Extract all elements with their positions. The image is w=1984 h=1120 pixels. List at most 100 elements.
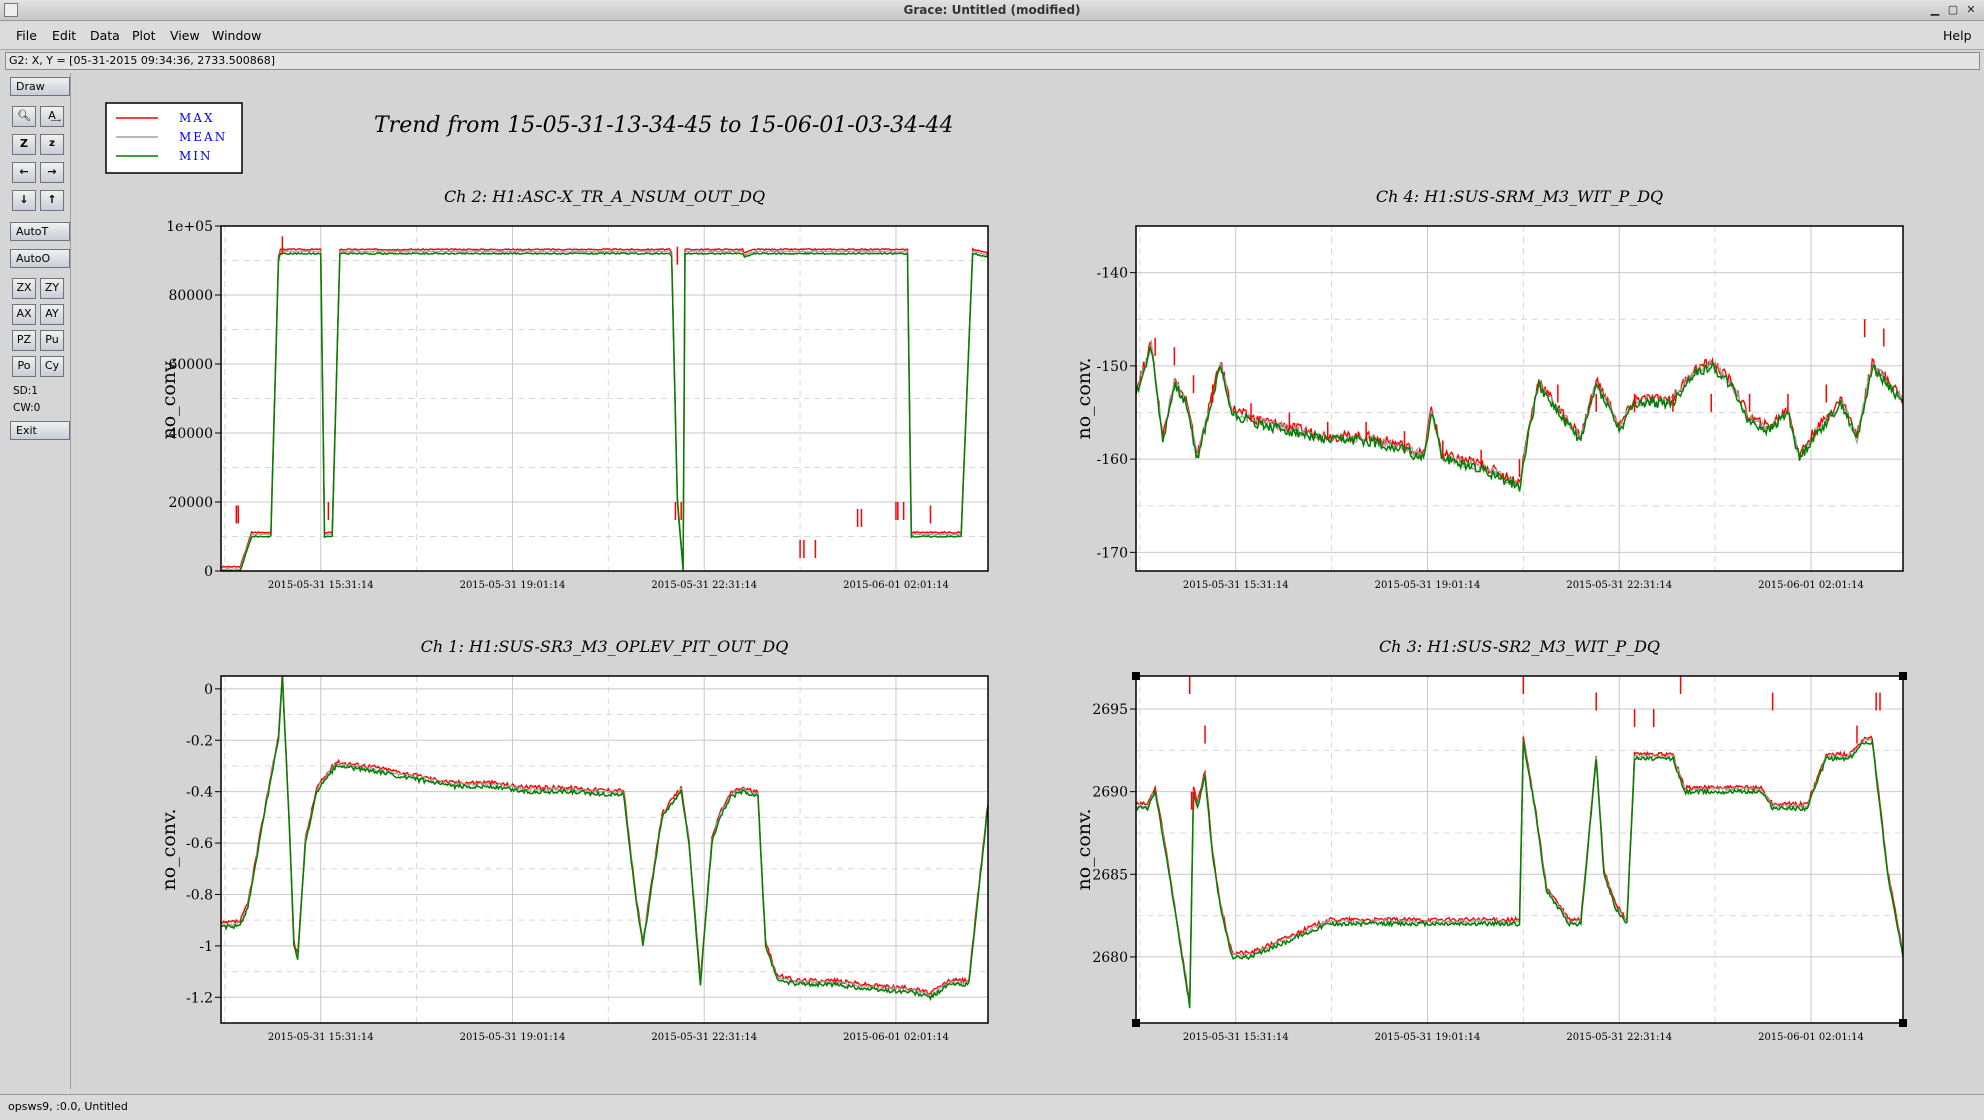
- menu-bar: File Edit Data Plot View Window Help: [0, 22, 1984, 50]
- minimize-icon[interactable]: ▁: [1930, 3, 1940, 16]
- maximize-icon[interactable]: ▢: [1947, 3, 1959, 16]
- y-tick-label: -0.6: [186, 836, 213, 852]
- cy-button[interactable]: Cy: [40, 356, 64, 377]
- graph-canvas[interactable]: MAX MEAN MIN Trend from 15-05-31-13-34-4…: [73, 73, 1984, 1089]
- autoo-button[interactable]: AutoO: [10, 249, 70, 268]
- autoscale-button[interactable]: A͢: [40, 106, 64, 127]
- y-tick-label: -150: [1097, 359, 1128, 375]
- scroll-up-button[interactable]: ↑: [40, 190, 64, 211]
- draw-button[interactable]: Draw: [10, 77, 70, 96]
- series-min-line: [1136, 738, 1903, 1009]
- y-tick-label: 2685: [1092, 867, 1128, 883]
- scroll-right-button[interactable]: →: [40, 162, 64, 183]
- series-group: [1136, 676, 1903, 1009]
- series-min-line: [221, 251, 988, 571]
- chart-panel-1[interactable]: 2015-05-31 15:31:14 2015-05-31 19:01:14 20…: [158, 187, 989, 591]
- y-tick-label: 0: [204, 682, 213, 698]
- y-tick-label: 0: [204, 564, 213, 580]
- selection-handle[interactable]: [1899, 1019, 1907, 1027]
- zoom-in-button[interactable]: Z: [12, 134, 36, 155]
- y-tick-label: 20000: [168, 495, 213, 511]
- plot-background: [1136, 226, 1903, 571]
- chart-panel-2[interactable]: 2015-05-31 15:31:14 2015-05-31 19:01:14 20…: [1073, 187, 1904, 591]
- chart-panel-4[interactable]: 2015-05-31 15:31:14 2015-05-31 19:01:14 20…: [1073, 637, 1907, 1043]
- menu-plot[interactable]: Plot: [132, 28, 156, 43]
- ax-button[interactable]: AX: [12, 304, 36, 325]
- y-tick-label: -0.4: [186, 785, 213, 801]
- series-max-line: [221, 247, 988, 569]
- series-group: [1136, 319, 1903, 492]
- series-group: [221, 676, 988, 1002]
- locator-bar: G2: X, Y = [05-31-2015 09:34:36, 2733.50…: [5, 52, 1980, 70]
- y-axis-label: no_conv.: [158, 357, 180, 439]
- arrow-up-icon: ↑: [47, 193, 57, 206]
- legend[interactable]: MAX MEAN MIN: [105, 102, 243, 174]
- main-title: Trend from 15-05-31-13-34-45 to 15-06-01…: [374, 113, 954, 138]
- arrow-right-icon: →: [47, 165, 57, 178]
- legend-min-label: MIN: [179, 149, 213, 163]
- series-mean-line: [221, 250, 988, 571]
- series-mean-line: [1136, 340, 1903, 487]
- pz-button[interactable]: PZ: [12, 330, 36, 351]
- cw-readout: CW:0: [13, 402, 41, 414]
- series-group: [221, 236, 988, 571]
- zx-button[interactable]: ZX: [12, 278, 36, 299]
- x-tick-label: 2015-05-31 19:01:14: [1375, 1032, 1481, 1043]
- magnifier-icon: 🔍︎: [17, 109, 31, 122]
- plot-area[interactable]: MAX MEAN MIN Trend from 15-05-31-13-34-4…: [73, 73, 1984, 1089]
- autoscale-icon: A͢: [48, 109, 56, 122]
- autot-button[interactable]: AutoT: [10, 222, 70, 241]
- menu-help[interactable]: Help: [1943, 28, 1972, 43]
- selection-handle[interactable]: [1132, 1019, 1140, 1027]
- y-tick-label: -140: [1097, 266, 1128, 282]
- menu-window[interactable]: Window: [212, 28, 262, 43]
- zoom-z-large-icon: Z: [20, 137, 28, 150]
- y-tick-label: -1: [199, 939, 213, 955]
- status-bar: opsws9, :0.0, Untitled: [0, 1094, 1984, 1120]
- chart-panel-3[interactable]: 2015-05-31 15:31:14 2015-05-31 19:01:14 20…: [158, 637, 989, 1043]
- x-tick-label: 2015-05-31 22:31:14: [1566, 580, 1672, 591]
- po-button[interactable]: Po: [12, 356, 36, 377]
- zoom-z-small-icon: z: [49, 138, 55, 149]
- menu-file[interactable]: File: [16, 28, 37, 43]
- y-tick-label: 2690: [1092, 785, 1128, 801]
- plot-background: [221, 676, 988, 1023]
- exit-button[interactable]: Exit: [10, 421, 70, 440]
- zoom-button[interactable]: 🔍︎: [12, 106, 36, 127]
- y-tick-label: 2680: [1092, 950, 1128, 966]
- x-tick-label: 2015-05-31 15:31:14: [268, 580, 374, 591]
- y-tick-label: -0.2: [186, 733, 213, 749]
- zoom-out-button[interactable]: z: [40, 134, 64, 155]
- y-tick-label: 1e+05: [166, 219, 213, 235]
- ay-button[interactable]: AY: [40, 304, 64, 325]
- x-tick-label: 2015-05-31 15:31:14: [1183, 580, 1289, 591]
- zy-button[interactable]: ZY: [40, 278, 64, 299]
- close-icon[interactable]: ✕: [1966, 3, 1976, 16]
- menu-view[interactable]: View: [170, 28, 200, 43]
- series-mean-line: [221, 676, 988, 999]
- x-tick-label: 2015-05-31 19:01:14: [460, 580, 566, 591]
- x-tick-label: 2015-05-31 19:01:14: [460, 1032, 566, 1043]
- x-tick-label: 2015-05-31 22:31:14: [651, 580, 757, 591]
- scroll-left-button[interactable]: ←: [12, 162, 36, 183]
- legend-box: [105, 102, 243, 174]
- x-tick-label: 2015-06-01 02:01:14: [843, 1032, 949, 1043]
- y-tick-label: 60000: [168, 357, 213, 373]
- window-menu-icon[interactable]: [4, 3, 18, 17]
- title-bar: Grace: Untitled (modified) ▁ ▢ ✕: [0, 0, 1984, 21]
- x-tick-label: 2015-05-31 19:01:14: [1375, 580, 1481, 591]
- x-tick-label: 2015-06-01 02:01:14: [1758, 580, 1864, 591]
- selection-handle[interactable]: [1132, 672, 1140, 680]
- chart-title: Ch 2: H1:ASC-X_TR_A_NSUM_OUT_DQ: [444, 187, 765, 206]
- plot-frame: [220, 675, 989, 1024]
- pu-button[interactable]: Pu: [40, 330, 64, 351]
- x-tick-label: 2015-05-31 22:31:14: [651, 1032, 757, 1043]
- chart-title: Ch 4: H1:SUS-SRM_M3_WIT_P_DQ: [1376, 187, 1663, 206]
- series-min-line: [1136, 345, 1903, 492]
- selection-handle[interactable]: [1899, 672, 1907, 680]
- scroll-down-button[interactable]: ↓: [12, 190, 36, 211]
- menu-data[interactable]: Data: [90, 28, 120, 43]
- y-tick-label: -170: [1097, 545, 1128, 561]
- plot-frame: [1135, 225, 1904, 572]
- menu-edit[interactable]: Edit: [52, 28, 77, 43]
